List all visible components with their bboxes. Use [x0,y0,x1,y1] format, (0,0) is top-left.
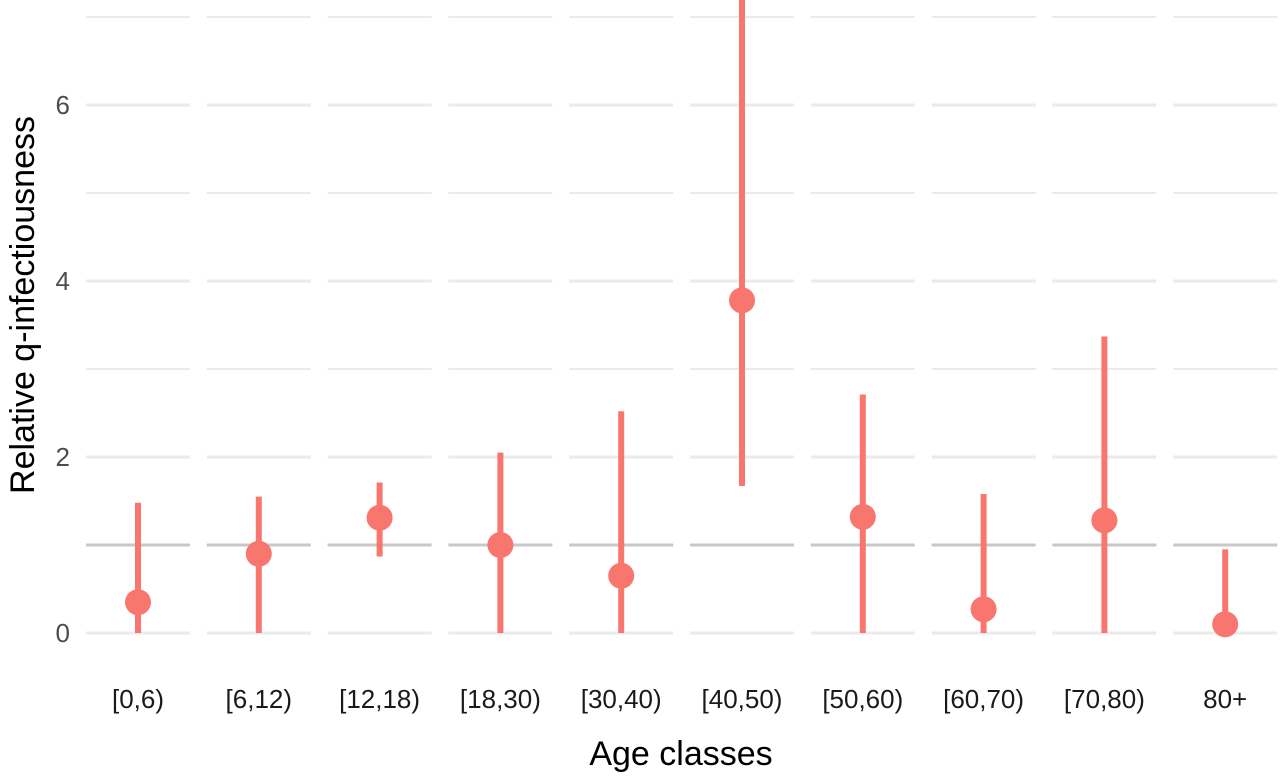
data-point [366,504,393,531]
grid [86,16,1278,635]
x-axis-title: Age classes [589,735,772,773]
data-point [1091,507,1118,534]
x-tick-label: [40,50) [702,684,783,714]
x-tick-label: [60,70) [943,684,1024,714]
y-tick-label: 6 [56,90,70,120]
data-point [970,596,997,623]
x-tick-label: [6,12) [226,684,293,714]
x-tick-label: 80+ [1203,684,1247,714]
data-point [1212,611,1239,638]
x-axis-ticks: [0,6) [6,12) [12,18) [18,30) [30,40) [40,50) [… [112,684,1247,714]
series [125,0,1239,638]
x-tick-label: [18,30) [460,684,541,714]
data-point [608,562,635,589]
y-axis-ticks: 0 2 4 6 [56,90,70,648]
y-axis-title: Relative q-infectiousness [4,116,42,494]
y-tick-label: 0 [56,618,70,648]
y-tick-label: 2 [56,442,70,472]
data-point [729,287,755,314]
y-tick-label: 4 [56,266,70,296]
x-tick-label: [70,80) [1064,684,1145,714]
x-tick-label: [50,60) [822,684,903,714]
x-tick-label: [30,40) [581,684,662,714]
x-tick-label: [0,6) [112,684,164,714]
data-point [487,532,514,558]
data-point [849,503,876,530]
data-point [125,589,151,616]
x-tick-label: [12,18) [339,684,420,714]
data-point [245,540,272,567]
